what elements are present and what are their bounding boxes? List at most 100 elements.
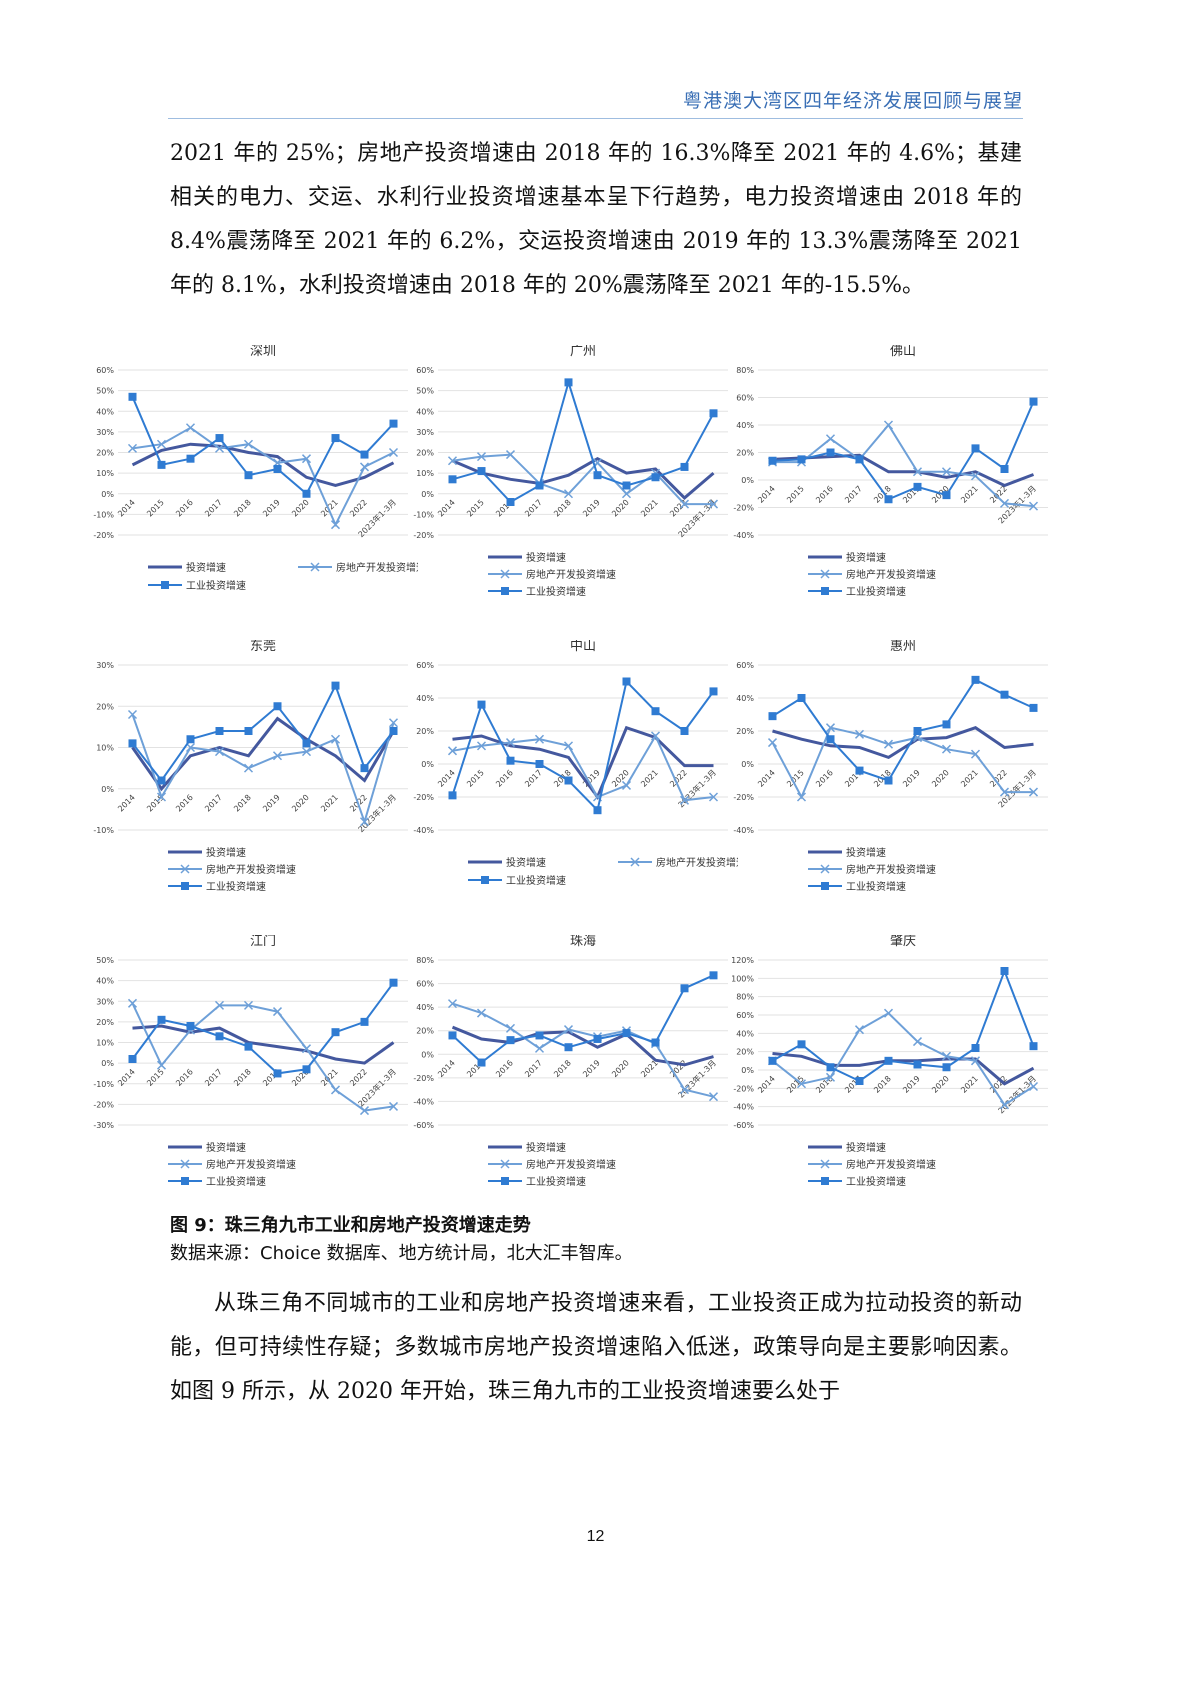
data-point — [301, 1044, 312, 1054]
data-point — [768, 712, 777, 721]
chart-4: 中山 -40% -20% 0% 20% 40% 60% 2014 2015 2016 2017 201… — [408, 640, 738, 940]
x-tick-label: 2015 — [145, 498, 166, 519]
data-point — [679, 795, 690, 805]
legend-label: 房地产开发投资增速 — [656, 856, 738, 869]
data-point — [448, 1031, 457, 1040]
data-point — [593, 806, 602, 815]
data-point — [1000, 465, 1009, 473]
chart-title: 深圳 — [250, 345, 276, 359]
x-tick-label: 2022 — [348, 498, 369, 519]
data-point — [214, 747, 225, 757]
data-point — [854, 729, 865, 739]
data-point — [331, 1028, 340, 1037]
series-line-0 — [132, 1024, 395, 1065]
x-tick-label: 2015 — [465, 768, 486, 789]
x-tick-label: 2019 — [261, 498, 282, 519]
series-line-0 — [451, 1025, 714, 1067]
legend-label: 投资增速 — [526, 551, 566, 564]
data-point — [912, 467, 923, 477]
paragraph-2-text: 从珠三角不同城市的工业和房地产投资增速来看，工业投资正成为拉动投资的新动能，但可… — [170, 1291, 1022, 1404]
data-point — [389, 727, 398, 735]
legend-label: 投资增速 — [846, 846, 886, 859]
y-tick-label: 20% — [416, 449, 434, 458]
x-tick-label: 2018 — [232, 498, 253, 519]
y-tick-label: 40% — [736, 421, 754, 430]
paragraph-1-text: 2021 年的 25%；房地产投资增速由 2018 年的 16.3%降至 202… — [170, 141, 1022, 298]
chart-0: 深圳 -20% -10% 0% 10% 20% 30% 40% 50% 60% 2014 2015 20… — [88, 345, 418, 645]
data-point — [156, 1060, 167, 1070]
x-tick-label: 2021 — [959, 484, 980, 505]
series-line-1 — [452, 1002, 714, 1098]
legend-label: 房地产开发投资增速 — [206, 1158, 296, 1171]
legend-marker — [820, 864, 830, 874]
data-point — [883, 739, 894, 749]
x-tick-label: 2016 — [494, 768, 515, 789]
chart-title: 惠州 — [890, 640, 916, 654]
legend-label: 工业投资增速 — [206, 1175, 266, 1188]
data-point — [913, 1060, 922, 1069]
x-tick-label: 2016 — [174, 498, 195, 519]
x-tick-label: 2016 — [814, 768, 835, 789]
data-point — [709, 687, 718, 696]
y-tick-label: -40% — [733, 1103, 754, 1112]
y-tick-label: 0% — [101, 785, 114, 794]
legend-marker — [820, 569, 830, 579]
data-point — [535, 1031, 544, 1040]
y-tick-label: -20% — [413, 1074, 434, 1083]
data-point — [1028, 1081, 1039, 1092]
y-tick-label: 20% — [96, 449, 114, 458]
data-point — [913, 482, 922, 491]
data-point — [535, 760, 544, 768]
data-point — [127, 998, 138, 1008]
series-line-1 — [131, 1002, 394, 1112]
data-point — [797, 455, 806, 464]
series-line-2 — [771, 678, 1034, 782]
data-point — [215, 434, 224, 443]
legend-marker — [630, 857, 640, 867]
x-tick-label: 2022 — [668, 498, 689, 519]
data-point — [883, 420, 894, 430]
y-tick-label: 30% — [416, 428, 434, 437]
legend-marker — [501, 587, 509, 595]
y-tick-label: 120% — [731, 956, 754, 965]
x-tick-label: 2021 — [319, 793, 340, 814]
y-tick-label: 0% — [421, 490, 434, 499]
y-tick-label: 30% — [96, 661, 114, 670]
y-tick-label: -20% — [733, 793, 754, 802]
x-tick-label: 2019 — [261, 793, 282, 814]
data-point — [593, 1034, 602, 1043]
data-point — [651, 1038, 660, 1047]
data-point — [1029, 703, 1038, 712]
data-point — [186, 454, 195, 463]
legend-label: 房地产开发投资增速 — [526, 1158, 616, 1171]
data-point — [826, 1063, 835, 1072]
legend-label: 房地产开发投资增速 — [846, 863, 936, 876]
x-tick-label: 2021 — [639, 768, 660, 789]
x-tick-label: 2018 — [552, 1058, 573, 1079]
x-tick-label: 2014 — [116, 498, 137, 519]
data-point — [680, 462, 689, 471]
data-point — [185, 423, 196, 433]
data-point — [826, 735, 835, 744]
y-tick-label: -20% — [413, 531, 434, 540]
y-tick-label: 0% — [101, 1059, 114, 1068]
series-line-1 — [452, 453, 714, 506]
data-point — [302, 489, 311, 498]
x-tick-label: 2015 — [465, 498, 486, 519]
data-point — [797, 694, 806, 702]
data-point — [157, 776, 166, 785]
data-point — [127, 443, 138, 453]
y-tick-label: 60% — [416, 366, 434, 375]
data-point — [680, 984, 689, 993]
x-tick-label: 2018 — [232, 1067, 253, 1088]
y-tick-label: 30% — [96, 428, 114, 437]
series-line-1 — [772, 423, 1034, 508]
y-tick-label: 20% — [96, 1018, 114, 1027]
data-point — [621, 489, 632, 499]
chart-title: 中山 — [570, 640, 596, 654]
chart-title: 肇庆 — [890, 935, 916, 949]
chart-title: 珠海 — [570, 935, 596, 949]
data-point — [709, 971, 718, 980]
legend-label: 工业投资增速 — [846, 1175, 906, 1188]
figure-caption: 图 9：珠三角九市工业和房地产投资增速走势 数据来源：Choice 数据库、地方… — [170, 1212, 633, 1268]
